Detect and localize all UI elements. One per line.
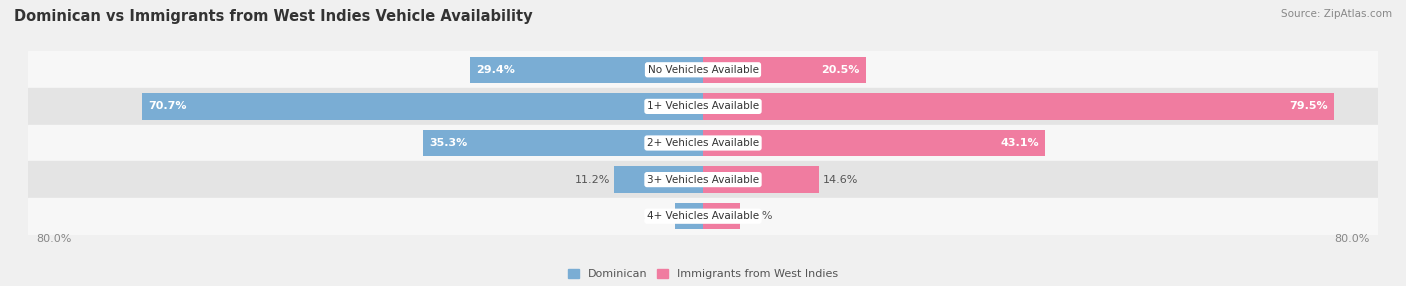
Bar <box>703 166 818 193</box>
Text: 35.3%: 35.3% <box>429 138 467 148</box>
Text: 4.7%: 4.7% <box>744 211 773 221</box>
Text: 2+ Vehicles Available: 2+ Vehicles Available <box>647 138 759 148</box>
Bar <box>614 166 703 193</box>
Text: 3.5%: 3.5% <box>643 211 671 221</box>
Bar <box>142 93 703 120</box>
Bar <box>470 57 703 83</box>
Bar <box>28 51 1378 88</box>
Text: 14.6%: 14.6% <box>823 175 858 184</box>
Bar <box>703 57 866 83</box>
Text: 29.4%: 29.4% <box>475 65 515 75</box>
Bar <box>675 203 703 229</box>
Bar <box>703 203 741 229</box>
Text: 70.7%: 70.7% <box>148 102 187 111</box>
Legend: Dominican, Immigrants from West Indies: Dominican, Immigrants from West Indies <box>564 265 842 284</box>
Bar <box>28 125 1378 161</box>
Text: Source: ZipAtlas.com: Source: ZipAtlas.com <box>1281 9 1392 19</box>
Text: 80.0%: 80.0% <box>37 234 72 244</box>
Text: Dominican vs Immigrants from West Indies Vehicle Availability: Dominican vs Immigrants from West Indies… <box>14 9 533 23</box>
Bar <box>423 130 703 156</box>
Bar <box>28 88 1378 125</box>
Text: 4+ Vehicles Available: 4+ Vehicles Available <box>647 211 759 221</box>
Text: 3+ Vehicles Available: 3+ Vehicles Available <box>647 175 759 184</box>
Text: 43.1%: 43.1% <box>1000 138 1039 148</box>
Text: 11.2%: 11.2% <box>575 175 610 184</box>
Text: 20.5%: 20.5% <box>821 65 859 75</box>
Bar <box>28 161 1378 198</box>
Text: 80.0%: 80.0% <box>1334 234 1369 244</box>
Text: 79.5%: 79.5% <box>1289 102 1327 111</box>
Bar <box>28 198 1378 235</box>
Bar <box>703 130 1045 156</box>
Bar <box>703 93 1334 120</box>
Text: 1+ Vehicles Available: 1+ Vehicles Available <box>647 102 759 111</box>
Text: No Vehicles Available: No Vehicles Available <box>648 65 758 75</box>
